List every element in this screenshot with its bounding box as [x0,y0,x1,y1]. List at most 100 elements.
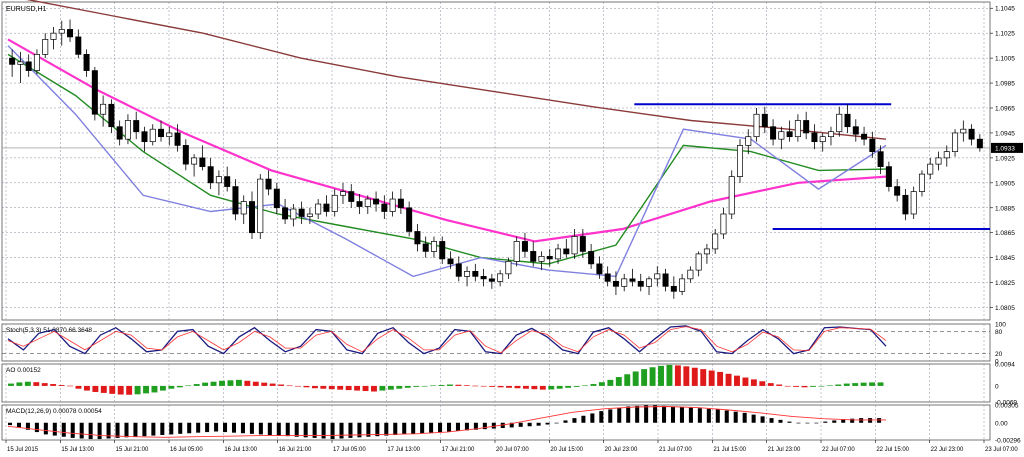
macd-bar [223,422,228,433]
macd-y-tick: 0.00 [995,420,1008,427]
candle-body [25,61,32,71]
x-tick-label: 16 Jul 21:00 [279,447,312,453]
macd-bar [249,422,254,434]
macd-bar [196,422,201,433]
candle-body [331,194,338,212]
candle-body [952,132,959,152]
macd-bar [760,416,765,423]
candle-body [75,36,82,55]
x-tick-label: 16 Jul 13:00 [224,447,257,453]
ao-bar [717,371,724,386]
panel-frame [1,363,991,403]
candle-body [406,207,413,232]
ao-bar [852,383,859,386]
stoch-y-tick: 100 [995,322,1006,329]
candle-body [191,157,198,165]
candle-body [282,207,289,220]
candle-body [604,273,611,282]
ao-bar [24,381,31,386]
ao-bar [793,385,800,387]
macd-bar [482,422,487,430]
ao-bar [244,380,251,386]
moving-average-line [26,0,887,140]
x-tick-label: 16 Jul 05:00 [170,447,203,453]
ao-bar [624,374,631,386]
candle-body [298,208,305,217]
macd-bar [509,422,514,428]
ao-bar [210,381,217,386]
candle-body [414,231,421,245]
x-tick-label: 22 Jul 07:00 [822,447,855,453]
x-tick-label: 22 Jul 23:00 [931,447,964,453]
candle-body [861,133,868,140]
macd-bar [679,407,684,423]
ao-y-tick: 0.0094 [995,362,1015,369]
candle-body [348,191,355,202]
candle-body [770,126,777,140]
macd-bar [841,419,846,423]
ao-bar [742,377,749,386]
candle-body [703,248,710,255]
candle-body [670,285,677,292]
macd-bar [8,422,13,426]
macd-bar [724,410,729,423]
candle-body [207,166,214,184]
candle-body [827,131,834,138]
candle-body [323,203,330,212]
candle-body [124,120,131,140]
macd-bar [545,422,550,425]
macd-bar [473,422,478,430]
ao-bar [92,385,99,392]
candle-body [290,208,297,220]
candle-body [339,191,346,196]
macd-bar [240,422,245,434]
ao-bar [826,385,833,387]
ao-bar [497,385,504,388]
x-tick-label: 22 Jul 15:00 [876,447,909,453]
macd-bar [805,422,810,424]
macd-bar [321,422,326,439]
macd-bar [214,422,219,432]
macd-bar [527,422,532,427]
ao-bar [117,385,124,395]
macd-bar [312,422,317,438]
x-tick-label: 21 Jul 15:00 [713,447,746,453]
ao-bar [387,385,394,390]
candle-body [761,113,768,128]
x-tick-label: 23 Jul 07:00 [985,447,1018,453]
candle-body [439,241,446,260]
candle-body [927,163,934,175]
macd-bar [868,418,873,423]
ao-bar [750,379,757,386]
x-tick-label: 15 Jul 2015 [7,447,39,453]
macd-bar [79,422,84,439]
macd-bar [43,422,48,435]
ao-bar [438,384,445,386]
candle-body [976,138,983,149]
ao-bar [286,385,293,387]
macd-bar [455,422,460,431]
macd-bar [357,422,362,438]
ao-bar [159,385,166,391]
ao-bar [582,385,588,387]
ao-bar [168,385,175,389]
ao-bar [734,375,740,386]
ao-bar [548,385,555,390]
candle-body [852,126,859,135]
macd-bar [142,422,147,437]
ao-bar [506,385,513,388]
ao-bar [590,384,597,386]
ao-bar [463,385,470,386]
macd-bar [859,418,864,423]
macd-bar [590,413,595,423]
stoch-line [7,325,887,355]
ao-bar [252,381,259,386]
candle-body [158,128,165,138]
macd-bar [115,422,120,438]
ao-bar [278,384,285,386]
ao-bar [202,382,209,386]
candle-body [174,132,181,146]
macd-bar [850,418,855,423]
ao-bar [700,369,707,386]
